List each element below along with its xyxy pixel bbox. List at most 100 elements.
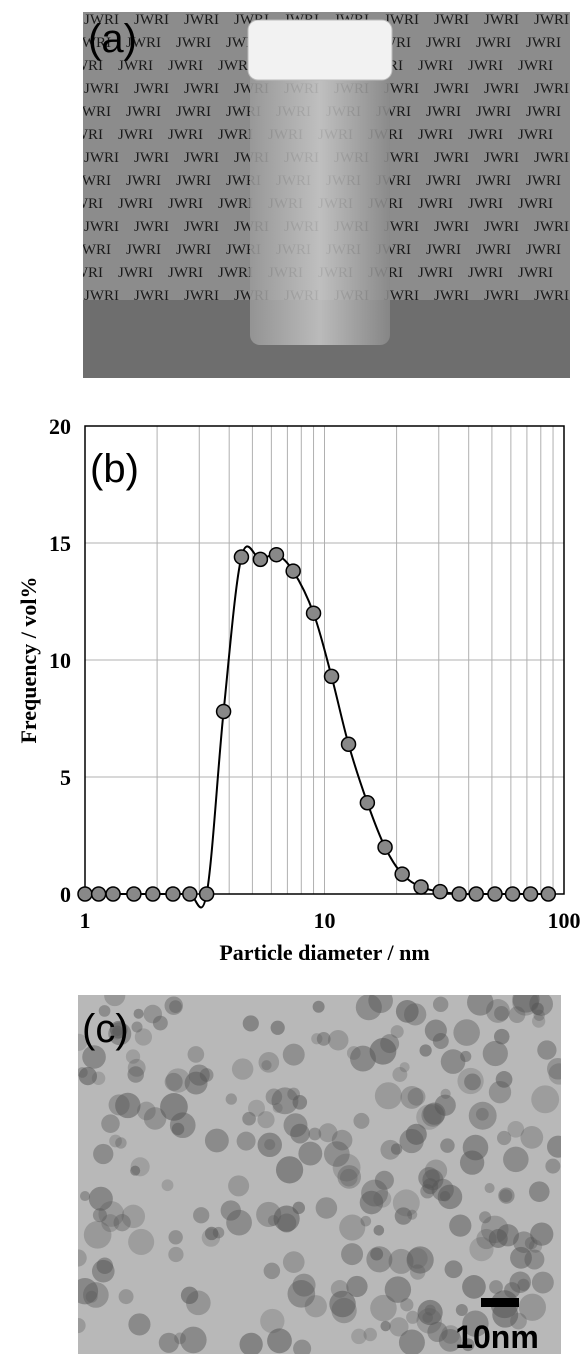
pattern-text: JWRI [176, 104, 211, 120]
pattern-text: JWRI [476, 242, 511, 258]
particle [427, 1321, 448, 1342]
data-point [215, 703, 232, 720]
particle [457, 1067, 484, 1095]
particle [499, 1189, 513, 1203]
particle [82, 1045, 106, 1069]
pattern-text: JWRI [134, 81, 169, 97]
pattern-text: JWRI [176, 173, 211, 189]
pattern-text: JWRI [184, 219, 219, 235]
particle [518, 1293, 546, 1321]
particle [287, 1280, 316, 1308]
particle [261, 1060, 272, 1071]
particle [399, 1062, 410, 1073]
particle [115, 1092, 141, 1119]
pattern-text: JWRI [476, 104, 511, 120]
particle [460, 1050, 472, 1063]
particle [78, 1033, 88, 1051]
particle [374, 1082, 402, 1110]
particle [406, 1310, 420, 1324]
pattern-text: JWRI [68, 127, 103, 143]
particle [507, 1120, 525, 1138]
scale-bar-label: 10nm [455, 1319, 539, 1355]
particle [468, 1101, 497, 1130]
particle [444, 1260, 463, 1279]
particle [169, 1112, 196, 1139]
pattern-text: JWRI [84, 81, 119, 97]
particle [459, 1150, 485, 1175]
pattern-text: JWRI [534, 81, 569, 97]
pattern-text: JWRI [184, 12, 219, 28]
pattern-text: JWRI [518, 58, 553, 74]
particle [226, 1209, 252, 1236]
pattern-text: JWRI [168, 196, 203, 212]
particle [353, 1112, 370, 1129]
pattern-text: JWRI [76, 173, 111, 189]
pattern-text: JWRI [484, 150, 519, 166]
particle [298, 1141, 323, 1166]
pattern-text: JWRI [84, 150, 119, 166]
particle [346, 1046, 361, 1060]
particle [462, 1134, 489, 1161]
panel-label: (c) [82, 1007, 129, 1051]
particle [380, 1139, 401, 1160]
particle [530, 1222, 554, 1246]
pattern-text: JWRI [418, 196, 453, 212]
particle [318, 1123, 338, 1143]
panel-label: (a) [88, 17, 137, 61]
particle [369, 1037, 397, 1065]
data-point [451, 886, 467, 902]
pattern-text: JWRI [434, 12, 469, 28]
particle [368, 995, 393, 1014]
particle [283, 1113, 308, 1138]
pattern-text: JWRI [384, 81, 419, 97]
particle [121, 1204, 146, 1229]
particle [265, 1088, 283, 1106]
particle [184, 1071, 208, 1095]
particle [169, 1000, 182, 1014]
data-point [377, 839, 393, 855]
particle [531, 1085, 560, 1114]
data-point [305, 605, 322, 621]
data-point [359, 794, 376, 811]
pattern-text: JWRI [484, 219, 519, 235]
particle [494, 1006, 509, 1021]
particle [416, 1308, 442, 1334]
particle [131, 1021, 143, 1033]
particle [287, 1087, 300, 1101]
particle [143, 1004, 163, 1024]
particle [346, 1275, 368, 1298]
particle [168, 1246, 184, 1263]
y-tick-label: 0 [60, 882, 71, 907]
particle [438, 1328, 462, 1352]
particle [388, 1248, 414, 1274]
pattern-text: JWRI [184, 150, 219, 166]
particle [531, 1271, 554, 1294]
particle [78, 1278, 99, 1305]
y-tick-label: 15 [49, 531, 71, 556]
particle [270, 1020, 285, 1035]
pattern-text: JWRI [434, 81, 469, 97]
data-point [432, 883, 448, 900]
particle [520, 1126, 544, 1149]
pattern-text: JWRI [76, 104, 111, 120]
particle [242, 1111, 256, 1126]
particle [504, 1282, 521, 1299]
tem-panel [78, 995, 561, 1354]
particle [113, 1214, 131, 1232]
particle [293, 1339, 312, 1354]
data-point [540, 886, 557, 902]
pattern-text: JWRI [118, 127, 153, 143]
particle [498, 1187, 515, 1204]
particle [406, 1246, 434, 1274]
particle [462, 1275, 486, 1299]
particle [503, 1146, 529, 1173]
particle [434, 1094, 456, 1116]
particle [134, 1028, 153, 1046]
particle [489, 1280, 503, 1294]
particle [187, 1046, 205, 1063]
pattern-text: JWRI [418, 127, 453, 143]
particle [271, 1087, 299, 1115]
particle [128, 1313, 151, 1336]
pattern-text: JWRI [418, 58, 453, 74]
